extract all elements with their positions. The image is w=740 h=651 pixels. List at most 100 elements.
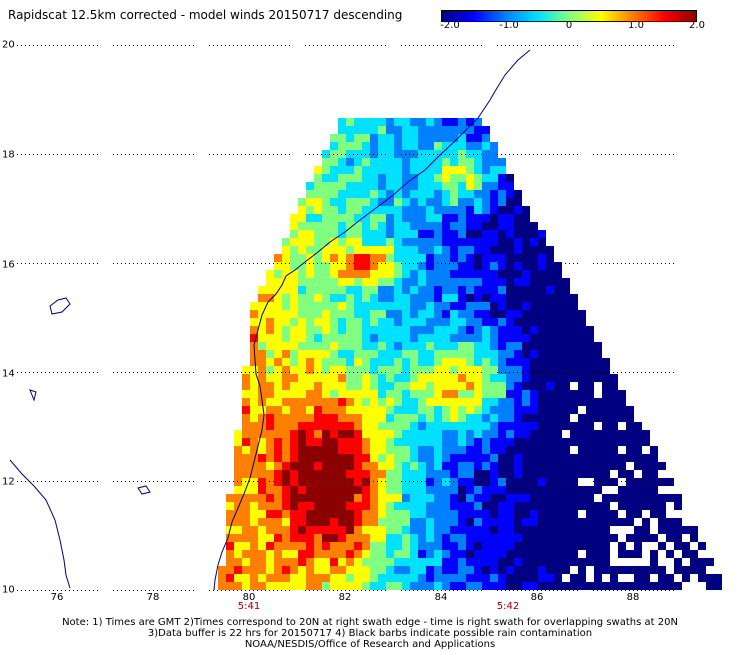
- grid-dot: [49, 372, 50, 373]
- swath-cell: [586, 430, 594, 438]
- swath-cell: [378, 470, 386, 478]
- swath-cell: [530, 542, 538, 550]
- grid-dot: [253, 45, 254, 46]
- swath-cell: [514, 358, 522, 366]
- swath-cell: [394, 126, 402, 134]
- swath-cell: [474, 262, 482, 270]
- grid-dot: [225, 154, 226, 155]
- swath-cell: [450, 190, 458, 198]
- swath-cell: [282, 406, 290, 414]
- grid-dot: [553, 590, 554, 591]
- grid-dot: [597, 372, 598, 373]
- swath-cell: [426, 310, 434, 318]
- swath-cell: [306, 230, 314, 238]
- swath-cell: [450, 318, 458, 326]
- grid-dot: [465, 590, 466, 591]
- swath-cell: [578, 486, 586, 494]
- swath-cell: [402, 558, 410, 566]
- grid-dot: [177, 154, 178, 155]
- swath-cell: [314, 222, 322, 230]
- swath-cell: [378, 334, 386, 342]
- grid-dot: [285, 45, 286, 46]
- swath-cell: [426, 462, 434, 470]
- swath-cell: [538, 542, 546, 550]
- swath-cell: [402, 230, 410, 238]
- swath-cell: [538, 446, 546, 454]
- swath-cell: [410, 494, 418, 502]
- grid-dot: [77, 263, 78, 264]
- swath-cell: [562, 390, 570, 398]
- swath-cell: [426, 278, 434, 286]
- swath-cell: [378, 262, 386, 270]
- grid-dot: [613, 590, 614, 591]
- swath-cell: [618, 414, 626, 422]
- swath-cell: [578, 398, 586, 406]
- grid-dot: [125, 590, 126, 591]
- grid-dot: [41, 481, 42, 482]
- swath-cell: [346, 430, 354, 438]
- swath-cell: [466, 246, 474, 254]
- swath-cell: [490, 206, 498, 214]
- swath-cell: [514, 582, 522, 590]
- swath-cell: [426, 406, 434, 414]
- grid-dot: [45, 481, 46, 482]
- grid-dot: [345, 590, 346, 591]
- grid-dot: [461, 372, 462, 373]
- grid-dot: [329, 481, 330, 482]
- swath-cell: [418, 198, 426, 206]
- swath-cell: [482, 558, 490, 566]
- swath-cell: [538, 462, 546, 470]
- grid-dot: [285, 481, 286, 482]
- grid-dot: [405, 45, 406, 46]
- swath-cell: [258, 414, 266, 422]
- swath-cell: [506, 462, 514, 470]
- swath-cell: [474, 558, 482, 566]
- swath-cell: [642, 454, 650, 462]
- swath-cell: [426, 294, 434, 302]
- swath-cell: [282, 486, 290, 494]
- swath-cell: [426, 222, 434, 230]
- grid-dot: [665, 154, 666, 155]
- grid-dot: [409, 590, 410, 591]
- grid-dot: [149, 45, 150, 46]
- swath-cell: [570, 358, 578, 366]
- swath-cell: [498, 254, 506, 262]
- swath-cell: [426, 366, 434, 374]
- swath-cell: [442, 254, 450, 262]
- swath-cell: [586, 486, 594, 494]
- swath-cell: [482, 390, 490, 398]
- swath-cell: [634, 486, 642, 494]
- swath-cell: [586, 550, 594, 558]
- grid-dot: [121, 45, 122, 46]
- grid-dot: [117, 154, 118, 155]
- swath-cell: [354, 198, 362, 206]
- swath-cell: [362, 446, 370, 454]
- swath-cell: [626, 454, 634, 462]
- swath-cell: [562, 318, 570, 326]
- swath-cell: [466, 174, 474, 182]
- swath-cell: [562, 286, 570, 294]
- swath-cell: [330, 190, 338, 198]
- grid-dot: [509, 263, 510, 264]
- swath-cell: [522, 334, 530, 342]
- swath-cell: [458, 334, 466, 342]
- swath-cell: [266, 302, 274, 310]
- swath-cell: [634, 446, 642, 454]
- swath-cell: [322, 582, 330, 590]
- swath-cell: [426, 510, 434, 518]
- swath-cell: [674, 582, 682, 590]
- grid-dot: [17, 154, 18, 155]
- swath-cell: [378, 326, 386, 334]
- swath-cell: [514, 286, 522, 294]
- swath-cell: [250, 310, 258, 318]
- grid-dot: [453, 590, 454, 591]
- swath-cell: [458, 446, 466, 454]
- swath-cell: [346, 206, 354, 214]
- swath-cell: [434, 550, 442, 558]
- swath-cell: [338, 430, 346, 438]
- swath-cell: [674, 502, 682, 510]
- swath-cell: [322, 222, 330, 230]
- swath-cell: [450, 382, 458, 390]
- swath-cell: [562, 510, 570, 518]
- grid-dot: [349, 372, 350, 373]
